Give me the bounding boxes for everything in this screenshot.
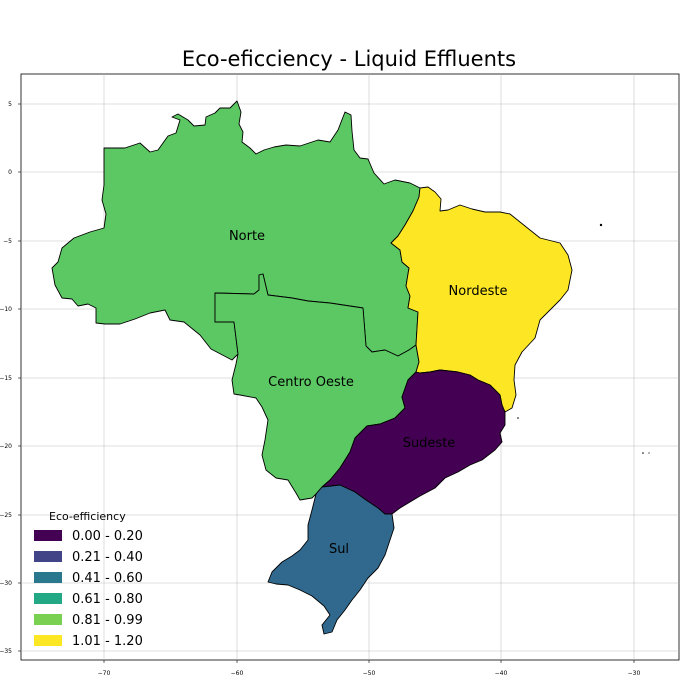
island-marker bbox=[648, 452, 650, 454]
y-tick-label: −15 bbox=[0, 375, 12, 382]
region-label-norte: Norte bbox=[229, 229, 265, 244]
legend-swatch bbox=[34, 551, 62, 562]
x-tick-label: −50 bbox=[363, 670, 376, 677]
y-tick-label: −20 bbox=[0, 443, 12, 450]
legend-label: 0.61 - 0.80 bbox=[72, 592, 143, 607]
region-sul bbox=[267, 484, 395, 635]
legend-title: Eco-efficiency bbox=[49, 510, 126, 523]
map-title: Eco-eficciency - Liquid Effluents bbox=[182, 47, 516, 71]
y-tick-label: 0 bbox=[8, 169, 12, 176]
legend-swatch bbox=[34, 572, 62, 583]
x-tick-label: −30 bbox=[628, 670, 641, 677]
region-labels: Norte Nordeste Centro Oeste Sudeste Sul bbox=[229, 229, 508, 557]
legend-swatch bbox=[34, 635, 62, 646]
legend-label: 0.00 - 0.20 bbox=[72, 529, 143, 544]
legend-label: 0.41 - 0.60 bbox=[72, 571, 143, 586]
region-label-sudeste: Sudeste bbox=[403, 436, 456, 451]
y-tick-label: −5 bbox=[3, 238, 12, 245]
x-tick-label: −60 bbox=[231, 670, 244, 677]
legend-swatch bbox=[34, 530, 62, 541]
y-tick-label: −30 bbox=[0, 580, 12, 587]
x-tick-label: −70 bbox=[98, 670, 111, 677]
y-tick-label: −35 bbox=[0, 648, 12, 655]
x-tick-labels: −70 −60 −50 −40 −30 bbox=[98, 670, 641, 677]
island-marker bbox=[642, 452, 644, 454]
island-marker bbox=[599, 223, 603, 227]
region-label-sul: Sul bbox=[329, 542, 349, 557]
y-tick-label: −25 bbox=[0, 512, 12, 519]
regions bbox=[51, 100, 650, 635]
y-tick-label: 5 bbox=[8, 101, 12, 108]
legend: Eco-efficiency 0.00 - 0.20 0.21 - 0.40 0… bbox=[34, 510, 143, 649]
region-sudeste bbox=[321, 369, 506, 515]
y-tick-labels: 5 0 −5 −10 −15 −20 −25 −30 −35 bbox=[0, 101, 12, 655]
region-label-nordeste: Nordeste bbox=[449, 284, 508, 299]
legend-label: 0.81 - 0.99 bbox=[72, 613, 143, 628]
legend-swatch bbox=[34, 614, 62, 625]
tick-marks bbox=[18, 103, 635, 663]
legend-swatch bbox=[34, 593, 62, 604]
x-tick-label: −40 bbox=[495, 670, 508, 677]
island-marker bbox=[517, 417, 519, 419]
legend-label: 0.21 - 0.40 bbox=[72, 550, 143, 565]
region-label-centro-oeste: Centro Oeste bbox=[268, 375, 354, 390]
legend-label: 1.01 - 1.20 bbox=[72, 634, 143, 649]
y-tick-label: −10 bbox=[0, 306, 12, 313]
region-nordeste bbox=[390, 186, 573, 413]
